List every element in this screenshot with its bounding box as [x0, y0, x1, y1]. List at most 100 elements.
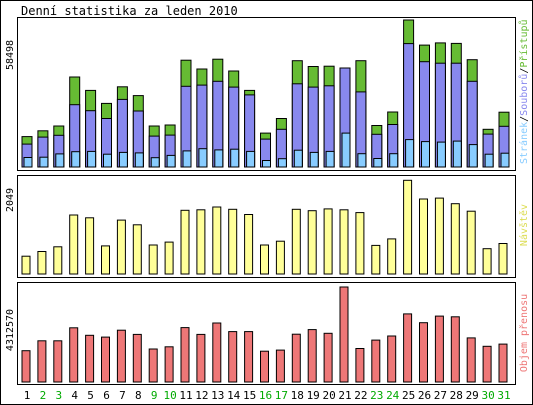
bar-traffic-day-14 — [228, 331, 238, 383]
bar-pages-day-20 — [325, 150, 335, 168]
day-label-29: 29 — [466, 389, 479, 402]
bar-traffic-day-15 — [244, 331, 254, 383]
bar-traffic-day-27 — [434, 315, 444, 383]
bar-pages-day-2 — [39, 156, 49, 168]
bar-visits-day-1 — [21, 255, 31, 275]
bar-traffic-day-18 — [291, 333, 301, 383]
bar-visits-day-28 — [450, 203, 460, 275]
bar-visits-day-8 — [132, 224, 142, 275]
bar-visits-day-7 — [116, 219, 126, 275]
bar-pages-day-7 — [118, 151, 128, 168]
bar-pages-day-3 — [55, 153, 65, 168]
bar-pages-day-13 — [214, 149, 224, 168]
day-label-26: 26 — [418, 389, 431, 402]
bar-visits-day-31 — [498, 243, 508, 275]
bar-visits-day-21 — [339, 209, 349, 275]
chart-title: Denní statistika za leden 2010 — [21, 4, 238, 18]
bar-visits-day-13 — [212, 206, 222, 275]
day-label-4: 4 — [71, 389, 78, 402]
bar-visits-day-4 — [69, 214, 79, 275]
bar-visits-day-19 — [307, 210, 317, 275]
bar-pages-day-19 — [309, 151, 319, 168]
bar-traffic-day-16 — [260, 350, 269, 383]
bar-visits-day-12 — [196, 209, 206, 275]
bar-traffic-day-24 — [387, 335, 397, 383]
day-label-13: 13 — [211, 389, 224, 402]
bar-pages-day-11 — [182, 150, 192, 168]
bar-visits-day-16 — [260, 244, 269, 275]
bar-visits-day-9 — [148, 244, 158, 275]
bar-visits-day-24 — [387, 238, 397, 275]
bar-pages-day-15 — [246, 150, 256, 168]
bar-traffic-day-5 — [85, 334, 95, 383]
bar-traffic-day-20 — [323, 332, 333, 383]
bar-pages-day-24 — [389, 153, 399, 168]
legend-pages: Stránek — [518, 122, 530, 164]
bar-visits-day-30 — [482, 248, 492, 275]
bar-pages-day-31 — [500, 152, 510, 168]
bar-visits-day-3 — [53, 246, 63, 275]
day-label-1: 1 — [24, 389, 31, 402]
bar-pages-day-28 — [452, 140, 462, 168]
bar-pages-day-5 — [87, 150, 97, 168]
bar-traffic-day-4 — [69, 327, 79, 383]
bar-visits-day-14 — [228, 208, 238, 275]
day-label-25: 25 — [402, 389, 415, 402]
bar-traffic-day-21 — [339, 286, 349, 383]
day-label-7: 7 — [119, 389, 126, 402]
bar-pages-day-1 — [23, 157, 33, 168]
bar-traffic-day-10 — [164, 346, 174, 383]
bar-pages-day-6 — [103, 153, 112, 168]
day-label-12: 12 — [195, 389, 208, 402]
bar-traffic-day-25 — [403, 313, 413, 383]
day-label-6: 6 — [103, 389, 110, 402]
bar-traffic-day-13 — [212, 322, 222, 383]
bar-visits-day-17 — [275, 240, 285, 275]
legend-visits: Návštěv — [518, 204, 530, 246]
day-label-10: 10 — [163, 389, 176, 402]
day-label-14: 14 — [227, 389, 241, 402]
bar-visits-day-5 — [85, 217, 95, 275]
bar-traffic-day-26 — [419, 322, 428, 383]
day-label-3: 3 — [55, 389, 62, 402]
bar-traffic-day-8 — [132, 333, 142, 383]
bars-layer — [21, 19, 510, 383]
bar-pages-day-22 — [357, 153, 367, 168]
legend-hits: Přístupů — [518, 19, 530, 67]
bar-visits-day-27 — [434, 197, 444, 275]
svg-text:Stránek/Souborů/Přístupů: Stránek/Souborů/Přístupů — [518, 19, 530, 164]
day-label-24: 24 — [386, 389, 400, 402]
day-label-11: 11 — [179, 389, 192, 402]
bar-visits-day-22 — [355, 212, 365, 275]
day-label-20: 20 — [322, 389, 335, 402]
bar-traffic-day-31 — [498, 343, 508, 383]
day-label-5: 5 — [87, 389, 94, 402]
bar-traffic-day-6 — [101, 336, 110, 383]
legend-files: Souborů — [518, 74, 530, 116]
day-label-2: 2 — [40, 389, 47, 402]
bar-traffic-day-7 — [116, 329, 126, 383]
panel-frame-visits — [17, 175, 516, 278]
bar-pages-day-23 — [373, 158, 383, 168]
day-labels: 1 2 3 4 5 6 7 8 9 10 11 12 13 14 15 16 17 18 19 20 21 22 23 24 2… — [24, 389, 511, 402]
bar-pages-day-21 — [341, 132, 351, 168]
day-label-23: 23 — [370, 389, 383, 402]
bar-visits-day-15 — [244, 214, 254, 275]
bar-traffic-day-28 — [450, 316, 460, 383]
day-label-18: 18 — [291, 389, 304, 402]
bar-traffic-day-2 — [37, 340, 47, 383]
bar-pages-day-4 — [71, 151, 81, 168]
bar-pages-day-16 — [262, 160, 271, 168]
panel1-legend: Stránek/Souborů/Přístupů — [518, 19, 530, 164]
day-label-9: 9 — [151, 389, 158, 402]
bar-visits-day-18 — [291, 208, 301, 275]
panel2-ymax-label: 2049 — [5, 188, 16, 212]
bar-traffic-day-3 — [53, 340, 63, 383]
day-label-16: 16 — [259, 389, 272, 402]
bar-visits-day-2 — [37, 251, 47, 275]
bar-visits-day-25 — [403, 179, 413, 275]
bar-pages-day-25 — [405, 139, 415, 168]
bar-visits-day-20 — [323, 208, 333, 275]
bar-pages-day-9 — [150, 157, 160, 168]
bar-pages-day-10 — [166, 154, 176, 168]
